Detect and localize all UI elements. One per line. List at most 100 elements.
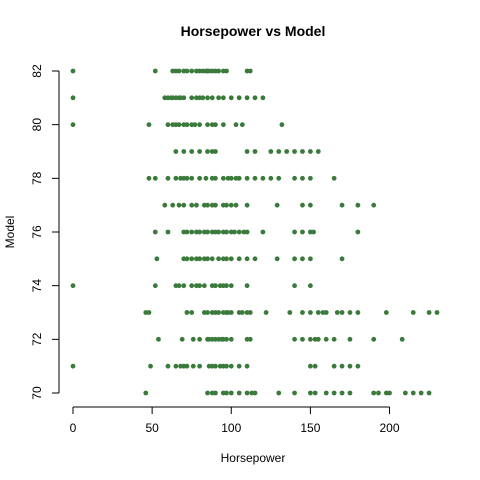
data-point [173, 149, 179, 154]
data-point [224, 336, 229, 342]
y-tick-label: 72 [30, 332, 44, 346]
data-point [276, 390, 282, 396]
data-point [205, 310, 210, 315]
data-point [355, 310, 361, 315]
y-tick-label: 74 [30, 279, 44, 293]
data-point [339, 390, 345, 396]
data-point [156, 336, 161, 342]
data-point [274, 202, 280, 208]
data-point [176, 68, 182, 74]
x-tick-label: 200 [380, 421, 400, 435]
data-point [197, 256, 203, 262]
data-point [300, 175, 305, 181]
data-point [323, 336, 329, 342]
data-point [220, 175, 226, 181]
data-point [292, 256, 297, 262]
data-point [347, 310, 353, 315]
y-axis-label: Model [3, 216, 17, 249]
data-point [190, 363, 196, 369]
data-point [146, 122, 152, 128]
data-point [339, 310, 345, 315]
data-point [244, 283, 250, 289]
data-point [165, 363, 171, 369]
data-point [276, 149, 282, 154]
data-point [426, 310, 432, 315]
data-point [213, 283, 218, 289]
y-tick-label: 70 [30, 386, 44, 400]
data-point [184, 256, 190, 262]
data-point [224, 363, 229, 369]
data-point [152, 175, 158, 181]
data-point [355, 202, 361, 208]
data-point [239, 310, 245, 315]
data-point [200, 95, 206, 101]
data-point [189, 95, 195, 101]
data-point [300, 149, 305, 154]
data-point [179, 336, 185, 342]
data-point [213, 122, 218, 128]
data-point [70, 363, 76, 369]
y-tick-label: 82 [30, 64, 44, 78]
data-point [307, 175, 313, 181]
data-point [189, 202, 195, 208]
data-point [70, 283, 76, 289]
data-point [247, 310, 253, 315]
data-point [334, 310, 340, 315]
data-point [268, 175, 274, 181]
x-tick-label: 150 [300, 421, 320, 435]
data-point [244, 256, 250, 262]
x-tick-label: 50 [145, 421, 159, 435]
data-point [371, 202, 377, 208]
data-point [205, 95, 210, 101]
data-point [184, 68, 190, 74]
data-point [315, 149, 321, 154]
data-point [236, 95, 242, 101]
data-point [228, 390, 234, 396]
data-point [181, 202, 187, 208]
data-point [213, 363, 218, 369]
data-point [410, 390, 416, 396]
data-point [387, 390, 392, 396]
data-point [268, 149, 274, 154]
data-point [176, 202, 182, 208]
data-point [224, 256, 229, 262]
data-point [165, 229, 171, 235]
data-point [209, 95, 215, 101]
data-point [311, 229, 316, 235]
data-point [247, 68, 253, 74]
data-point [347, 363, 353, 369]
data-point [205, 390, 210, 396]
data-point [233, 202, 239, 208]
data-point [292, 390, 297, 396]
data-point [228, 363, 234, 369]
data-point [224, 229, 229, 235]
data-point [300, 336, 305, 342]
data-point [205, 149, 210, 154]
data-point [307, 149, 313, 154]
data-point [307, 256, 313, 262]
data-point [307, 283, 313, 289]
data-point [339, 256, 345, 262]
data-point [148, 363, 153, 369]
data-point [232, 229, 237, 235]
data-point [189, 149, 195, 154]
data-point [181, 149, 187, 154]
data-point [355, 229, 361, 235]
data-point [300, 256, 305, 262]
data-point [402, 390, 408, 396]
data-point [192, 122, 198, 128]
data-point [315, 310, 321, 315]
data-point [371, 390, 377, 396]
data-point [216, 229, 222, 235]
data-point [197, 175, 203, 181]
data-point [181, 283, 187, 289]
data-point [189, 68, 195, 74]
data-point [331, 363, 337, 369]
data-point [197, 229, 203, 235]
data-point [263, 310, 269, 315]
data-point [233, 122, 239, 128]
data-point [228, 95, 234, 101]
data-point [152, 283, 158, 289]
data-point [244, 363, 250, 369]
